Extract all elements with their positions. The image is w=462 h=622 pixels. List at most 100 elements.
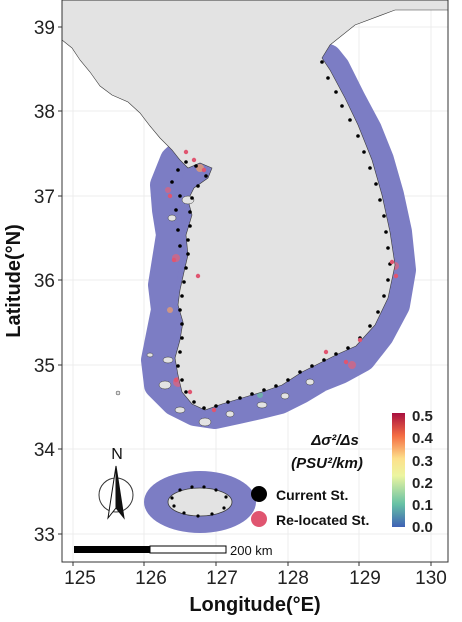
relocated-station-marker	[167, 193, 173, 199]
relocated-station-marker	[191, 157, 197, 163]
relocated-station-marker	[357, 337, 363, 343]
current-station-marker	[196, 184, 200, 188]
relocated-station-marker	[195, 273, 201, 279]
ytick-label-37: 37	[34, 187, 55, 208]
relocated-station-marker	[393, 273, 399, 279]
current-stations	[170, 60, 392, 518]
xtick-label-130: 130	[415, 568, 447, 589]
current-station-marker	[182, 511, 186, 515]
relocated-station-marker	[173, 377, 179, 383]
current-station-marker	[210, 512, 214, 516]
current-station-marker	[374, 182, 378, 186]
current-station-marker	[322, 358, 326, 362]
scale-bar: 200 km	[74, 543, 273, 558]
current-station-marker	[362, 150, 366, 154]
current-station-marker	[186, 238, 190, 242]
island	[115, 390, 121, 396]
current-station-marker	[202, 406, 206, 410]
current-station-marker	[172, 504, 176, 508]
current-station-marker	[224, 495, 228, 499]
current-station-marker	[194, 164, 198, 168]
current-station-marker	[176, 364, 180, 368]
colorbar-tick-4: 0.4	[412, 430, 434, 447]
north-arrow: N	[98, 446, 134, 520]
xtick-label-126: 126	[135, 568, 167, 589]
colorbar-title-line2: (PSU²/km)	[291, 455, 363, 472]
current-station-marker	[310, 364, 314, 368]
current-station-marker	[190, 196, 194, 200]
current-station-marker	[196, 514, 200, 518]
island	[280, 392, 290, 400]
island	[256, 401, 268, 409]
current-station-marker	[180, 378, 184, 382]
current-station-marker	[182, 280, 186, 284]
current-station-marker	[226, 400, 230, 404]
current-station-marker	[262, 388, 266, 392]
current-station-marker	[384, 230, 388, 234]
current-station-marker	[214, 488, 218, 492]
legend-label-current: Current St.	[276, 487, 348, 503]
y-axis-title: Latitude(°N)	[3, 224, 25, 338]
current-station-marker	[368, 166, 372, 170]
ytick-label-34: 34	[34, 440, 56, 461]
current-station-marker	[188, 210, 192, 214]
x-axis-title: Longitude(°E)	[189, 594, 320, 616]
current-station-marker	[184, 160, 188, 164]
island	[167, 214, 177, 222]
relocated-station-marker	[171, 257, 177, 263]
current-station-marker	[178, 488, 182, 492]
ytick-label-38: 38	[34, 102, 55, 123]
colorbar-tick-2: 0.2	[412, 475, 433, 492]
island	[162, 356, 174, 364]
current-station-marker	[326, 76, 330, 80]
current-station-marker	[174, 208, 178, 212]
relocated-station-marker	[187, 389, 193, 395]
current-station-marker	[382, 214, 386, 218]
current-station-marker	[320, 60, 324, 64]
current-station-marker	[238, 396, 242, 400]
relocated-station-marker	[343, 359, 349, 365]
current-station-marker	[298, 370, 302, 374]
xtick-label-125: 125	[64, 568, 96, 589]
current-station-marker	[188, 224, 192, 228]
current-station-marker	[222, 506, 226, 510]
current-station-marker	[180, 336, 184, 340]
buffer-ulleung-dot	[390, 168, 394, 172]
scale-bar-white-segment	[149, 545, 227, 554]
scale-bar-black-segment	[74, 546, 150, 553]
y-tick-labels: 39 38 37 36 35 34 33	[34, 18, 56, 546]
legend-swatch-relocated	[251, 511, 267, 527]
current-station-marker	[180, 322, 184, 326]
current-station-marker	[202, 485, 206, 489]
current-station-marker	[334, 352, 338, 356]
current-station-marker	[348, 118, 352, 122]
current-station-marker	[386, 246, 390, 250]
current-station-marker	[190, 485, 194, 489]
legend-label-relocated: Re-located St.	[276, 512, 369, 528]
current-station-marker	[186, 252, 190, 256]
current-station-marker	[214, 404, 218, 408]
relocated-station-marker	[323, 349, 329, 355]
current-station-marker	[192, 400, 196, 404]
north-arrow-label: N	[111, 446, 123, 463]
colorbar-tick-0: 0.0	[412, 519, 433, 536]
ytick-label-39: 39	[34, 18, 55, 39]
colorbar-tick-5: 0.5	[412, 408, 433, 425]
island	[158, 380, 172, 390]
north-arrow-right-half	[115, 465, 125, 520]
island	[198, 417, 212, 427]
relocated-station-marker	[211, 407, 217, 413]
current-station-marker	[176, 228, 180, 232]
island	[174, 406, 186, 414]
ytick-label-36: 36	[34, 271, 55, 292]
relocated-station-marker	[183, 149, 189, 155]
scale-bar-label: 200 km	[230, 543, 273, 558]
colorbar-title-line1: Δσ²/Δs	[310, 432, 359, 449]
relocated-station-marker	[201, 167, 207, 173]
current-station-marker	[184, 390, 188, 394]
hotspot	[348, 361, 356, 369]
land-jeju-island	[167, 487, 233, 517]
current-station-marker	[204, 174, 208, 178]
current-station-marker	[376, 310, 380, 314]
hotspot	[167, 307, 173, 313]
